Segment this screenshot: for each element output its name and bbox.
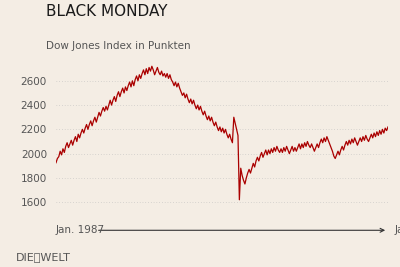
Text: Dow Jones Index in Punkten: Dow Jones Index in Punkten [46, 41, 191, 51]
Text: BLACK MONDAY: BLACK MONDAY [46, 4, 168, 19]
Text: Jan. 1989: Jan. 1989 [395, 225, 400, 235]
Text: Jan. 1987: Jan. 1987 [56, 225, 105, 235]
Text: DIEⓈWELT: DIEⓈWELT [16, 252, 71, 262]
